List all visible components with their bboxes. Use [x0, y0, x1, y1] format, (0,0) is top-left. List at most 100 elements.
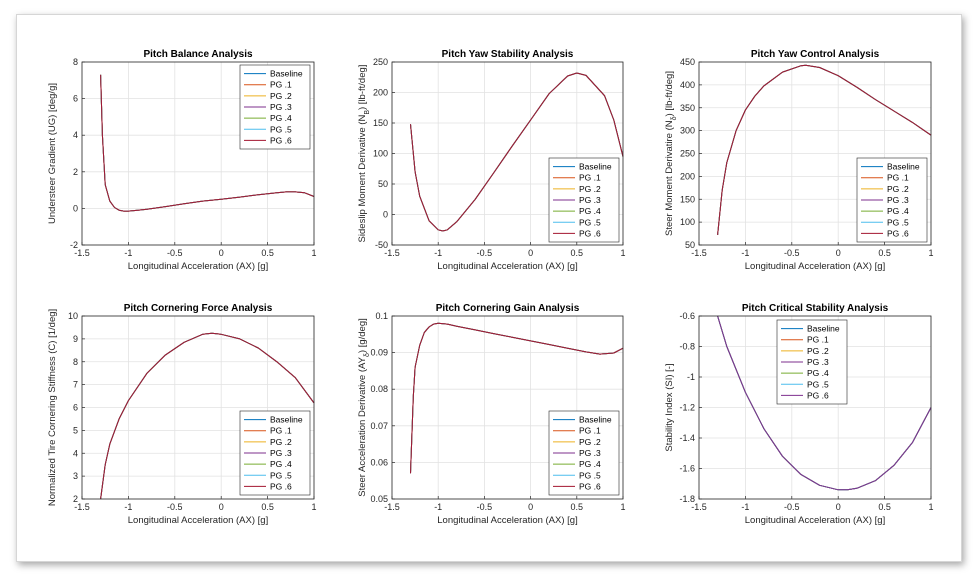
axes-box: [391, 61, 624, 246]
y-tick-label: 150: [373, 118, 388, 128]
y-tick-label: 0: [73, 203, 78, 213]
legend-label: Baseline: [887, 162, 920, 172]
legend-label: PG .6: [807, 390, 829, 400]
legend-label: Baseline: [270, 69, 303, 79]
series-line-7: [717, 64, 932, 235]
y-tick-label: -1.8: [679, 494, 695, 504]
y-tick-label: 400: [680, 80, 695, 90]
y-axis-label: Sideslip Moment Derivative (NB) [lb-ft/d…: [357, 65, 371, 243]
figure-canvas: -1.5 -1 -0.5 0 0.5 1 -2 0 2 4 6 8 Pitch Balance Anal…: [47, 49, 934, 526]
x-tick-label: -1: [124, 248, 132, 258]
y-tick-label: 2: [73, 494, 78, 504]
x-tick-label: 1: [928, 248, 933, 258]
y-axis-label: Stability Index (SI) [-]: [664, 363, 675, 451]
y-tick-label: 8: [73, 57, 78, 67]
legend-label: Baseline: [579, 415, 612, 425]
legend-label: PG .5: [270, 124, 292, 134]
axes-box: [698, 315, 932, 500]
legend-label: PG .3: [807, 357, 829, 367]
legend-box: [856, 157, 928, 243]
legend-label: Baseline: [270, 415, 303, 425]
y-tick-label: 4: [73, 130, 78, 140]
legend-label: PG .2: [270, 91, 292, 101]
chart-pitch-yaw-control: -1.5 -1 -0.5 0 0.5 15010015020025030035040045…: [664, 49, 934, 272]
legend-label: PG .4: [270, 459, 292, 469]
series-line-7: [410, 322, 624, 474]
y-tick-label: 9: [73, 334, 78, 344]
y-tick-label: 150: [680, 194, 695, 204]
x-tick-label: 1: [620, 502, 625, 512]
x-tick-label: -1: [434, 248, 442, 258]
chart-pitch-cornering-gain: -1.5 -1 -0.5 0 0.5 1 0.05 0.06 0.07 0.08 0.09 0.1 Pi…: [357, 303, 626, 526]
x-tick-label: -1.5: [384, 248, 400, 258]
x-tick-label: 1: [928, 502, 933, 512]
y-tick-label: 3: [73, 471, 78, 481]
x-tick-label: 0: [836, 502, 841, 512]
series-line-7: [100, 332, 315, 500]
x-tick-label: 0.5: [261, 248, 274, 258]
chart-title: Pitch Cornering Force Analysis: [124, 303, 273, 314]
axes-box: [698, 61, 932, 246]
legend-label: PG .1: [579, 426, 601, 436]
legend-label: PG .6: [579, 481, 601, 491]
x-tick-label: 1: [620, 248, 625, 258]
x-tick-label: 0: [528, 502, 533, 512]
legend-label: PG .1: [270, 80, 292, 90]
y-axis-label: Understeer Gradient (UG) [deg/g]: [47, 83, 58, 224]
legend-label: PG .6: [270, 135, 292, 145]
legend-label: PG .5: [887, 217, 909, 227]
y-axis-label: Steer Moment Derivatire (Nδ) [lb-ft/deg]: [664, 71, 678, 236]
x-tick-label: -1.5: [74, 248, 90, 258]
x-axis-label: Longitudinal Acceleration (AX) [g]: [437, 515, 577, 526]
x-axis-label: Longitudinal Acceleration (AX) [g]: [128, 261, 268, 272]
y-tick-label: -50: [375, 240, 388, 250]
x-tick-label: 0: [219, 502, 224, 512]
y-tick-label: 0.1: [375, 311, 388, 321]
legend-label: PG .2: [579, 184, 601, 194]
y-tick-label: 0.06: [370, 457, 388, 467]
y-tick-label: 200: [680, 171, 695, 181]
x-tick-label: -1.5: [691, 248, 707, 258]
legend-label: PG .6: [270, 481, 292, 491]
x-tick-label: -1.5: [691, 502, 707, 512]
chart-title: Pitch Critical Stability Analysis: [742, 303, 889, 314]
x-tick-label: -0.5: [167, 502, 183, 512]
y-tick-label: -1: [687, 372, 695, 382]
legend-label: PG .3: [579, 448, 601, 458]
y-tick-label: 0.08: [370, 384, 388, 394]
y-tick-label: 6: [73, 94, 78, 104]
chart-pitch-cornering-force: -1.5 -1 -0.5 0 0.5 1 2 3 4 5 6 7 8 9 10 Pitch Cornering…: [47, 303, 317, 526]
y-tick-label: 250: [680, 149, 695, 159]
y-tick-label: -1.6: [679, 464, 695, 474]
legend-label: PG .3: [887, 195, 909, 205]
y-tick-label: -0.8: [679, 342, 695, 352]
legend-label: PG .2: [579, 437, 601, 447]
y-tick-label: 6: [73, 403, 78, 413]
y-tick-label: 100: [373, 149, 388, 159]
y-tick-label: 0.05: [370, 494, 388, 504]
series-line-7: [410, 72, 624, 232]
axes-box: [391, 315, 624, 500]
x-tick-label: 0.5: [571, 502, 584, 512]
x-tick-label: 0: [528, 248, 533, 258]
legend-label: PG .4: [579, 459, 601, 469]
y-tick-label: -1.4: [679, 433, 695, 443]
y-tick-label: 50: [378, 179, 388, 189]
chart-title: Pitch Cornering Gain Analysis: [436, 303, 580, 314]
legend-label: Baseline: [579, 162, 612, 172]
legend-label: PG .5: [579, 217, 601, 227]
x-tick-label: -1: [741, 502, 749, 512]
x-tick-label: -0.5: [167, 248, 183, 258]
x-axis-label: Longitudinal Acceleration (AX) [g]: [745, 261, 885, 272]
chart-pitch-critical-stability: -1.5 -1 -0.5 0 0.5 1 -1.8 -1.6 -1.4 -1.2 -1 -0.8 -0.…: [664, 303, 934, 526]
x-axis-label: Longitudinal Acceleration (AX) [g]: [745, 515, 885, 526]
x-tick-label: -1.5: [384, 502, 400, 512]
y-tick-label: 0.09: [370, 348, 388, 358]
x-tick-label: -0.5: [477, 248, 493, 258]
x-tick-label: 0.5: [571, 248, 584, 258]
legend-label: PG .4: [887, 206, 909, 216]
